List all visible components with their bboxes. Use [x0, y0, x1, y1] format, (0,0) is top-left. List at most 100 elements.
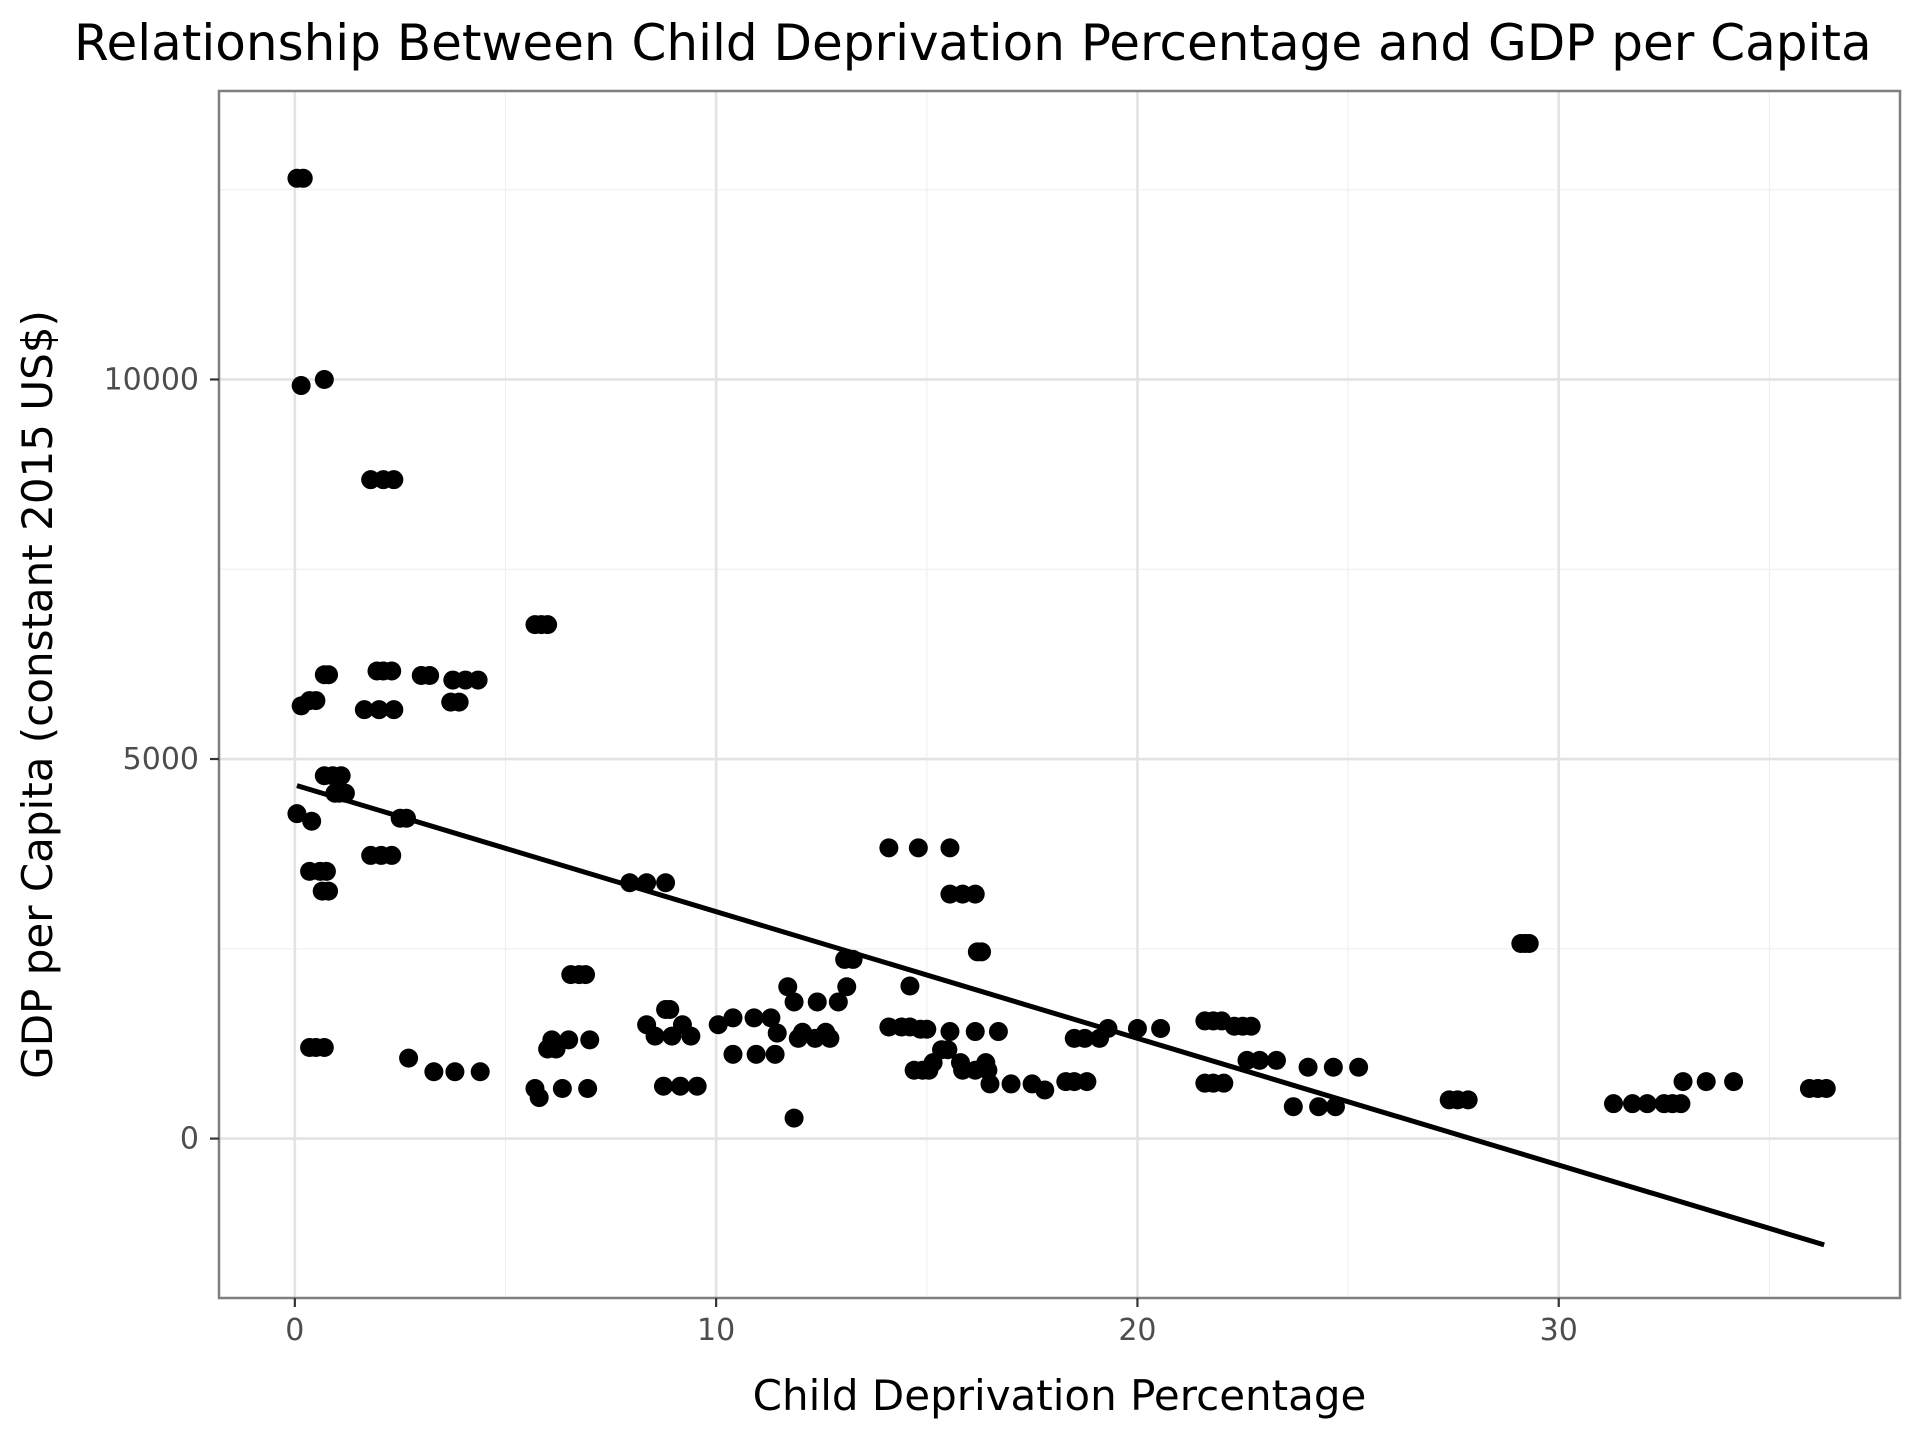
data-point: [1622, 1094, 1642, 1114]
data-point: [1266, 1050, 1286, 1070]
data-point: [940, 838, 960, 858]
data-point: [384, 470, 404, 490]
data-point: [319, 665, 339, 685]
x-tick-label: 20: [1118, 1313, 1156, 1348]
data-point: [399, 1048, 419, 1068]
data-point: [1671, 1094, 1691, 1114]
data-point: [424, 1062, 444, 1082]
data-point: [319, 881, 339, 901]
data-point: [1349, 1057, 1369, 1077]
data-point: [316, 861, 336, 881]
data-point: [1127, 1019, 1147, 1039]
x-tick-label: 30: [1540, 1313, 1578, 1348]
data-point: [1283, 1097, 1303, 1117]
data-point: [778, 977, 798, 997]
plot-area: [217, 89, 1902, 1300]
data-point: [1035, 1080, 1055, 1100]
data-point: [384, 700, 404, 720]
chart-title: Relationship Between Child Deprivation P…: [74, 14, 1872, 72]
data-point: [287, 804, 307, 824]
data-point: [314, 1037, 334, 1057]
data-point: [746, 1044, 766, 1064]
data-point: [293, 168, 313, 188]
data-point: [1458, 1090, 1478, 1110]
data-points: [287, 168, 1836, 1128]
data-point: [1077, 1072, 1097, 1092]
data-point: [552, 1078, 572, 1098]
data-point: [1673, 1072, 1693, 1092]
data-point: [681, 1026, 701, 1046]
data-point: [972, 942, 992, 962]
data-point: [1696, 1072, 1716, 1092]
data-point: [765, 1044, 785, 1064]
data-point: [529, 1088, 549, 1108]
data-point: [580, 1030, 600, 1050]
data-point: [900, 976, 920, 996]
data-point: [538, 615, 558, 635]
data-point: [656, 873, 676, 893]
data-point: [331, 766, 351, 786]
data-point: [1250, 1050, 1270, 1070]
data-point: [1816, 1078, 1836, 1098]
major-gridlines: [219, 91, 1900, 1298]
y-axis-title: GDP per Capita (constant 2015 US$): [13, 310, 62, 1079]
data-point: [445, 1062, 465, 1082]
data-point: [578, 1078, 598, 1098]
data-point: [938, 1040, 958, 1060]
data-point: [1637, 1094, 1657, 1114]
data-point: [354, 700, 374, 720]
y-tick-label: 0: [180, 1122, 199, 1157]
data-point: [837, 977, 857, 997]
data-point: [828, 992, 848, 1012]
data-point: [784, 992, 804, 1012]
data-point: [820, 1028, 840, 1048]
data-point: [291, 376, 311, 396]
data-point: [420, 666, 440, 686]
data-point: [576, 965, 596, 985]
minor-gridlines: [219, 91, 1900, 1298]
x-tick-label: 10: [697, 1313, 735, 1348]
data-point: [687, 1076, 707, 1096]
data-point: [807, 992, 827, 1012]
data-point: [917, 1019, 937, 1039]
data-point: [723, 1044, 743, 1064]
data-point: [940, 1022, 960, 1042]
data-point: [980, 1074, 1000, 1094]
data-point: [382, 845, 402, 865]
data-point: [1325, 1097, 1345, 1117]
data-point: [670, 1076, 690, 1096]
data-point: [306, 691, 326, 711]
data-point: [965, 1022, 985, 1042]
data-point: [559, 1030, 579, 1050]
y-tick-label: 5000: [123, 742, 199, 777]
data-point: [653, 1076, 673, 1096]
plot-panel-border: [217, 89, 1902, 1300]
trend-line: [296, 783, 1825, 1248]
data-point: [369, 700, 389, 720]
data-point: [784, 1108, 804, 1128]
data-point: [382, 661, 402, 681]
data-point: [468, 670, 488, 690]
data-point: [1241, 1016, 1261, 1036]
data-point: [1298, 1057, 1318, 1077]
data-point: [660, 1000, 680, 1020]
data-point: [1323, 1057, 1343, 1077]
data-point: [1309, 1097, 1329, 1117]
data-point: [314, 369, 334, 389]
data-point: [1604, 1094, 1624, 1114]
data-point: [908, 838, 928, 858]
data-point: [988, 1022, 1008, 1042]
data-point: [965, 884, 985, 904]
data-point: [1214, 1073, 1234, 1093]
data-point: [1724, 1072, 1744, 1092]
x-axis-ticks: 0 10 20 30: [285, 1298, 1578, 1348]
y-tick-label: 10000: [104, 362, 199, 397]
data-point: [723, 1008, 743, 1028]
data-point: [302, 811, 322, 831]
x-tick-label: 0: [285, 1313, 304, 1348]
data-point: [1151, 1019, 1171, 1039]
plot-panel-background: [219, 91, 1900, 1298]
y-axis-ticks: 0 5000 10000: [104, 362, 219, 1157]
data-point: [1075, 1028, 1095, 1048]
